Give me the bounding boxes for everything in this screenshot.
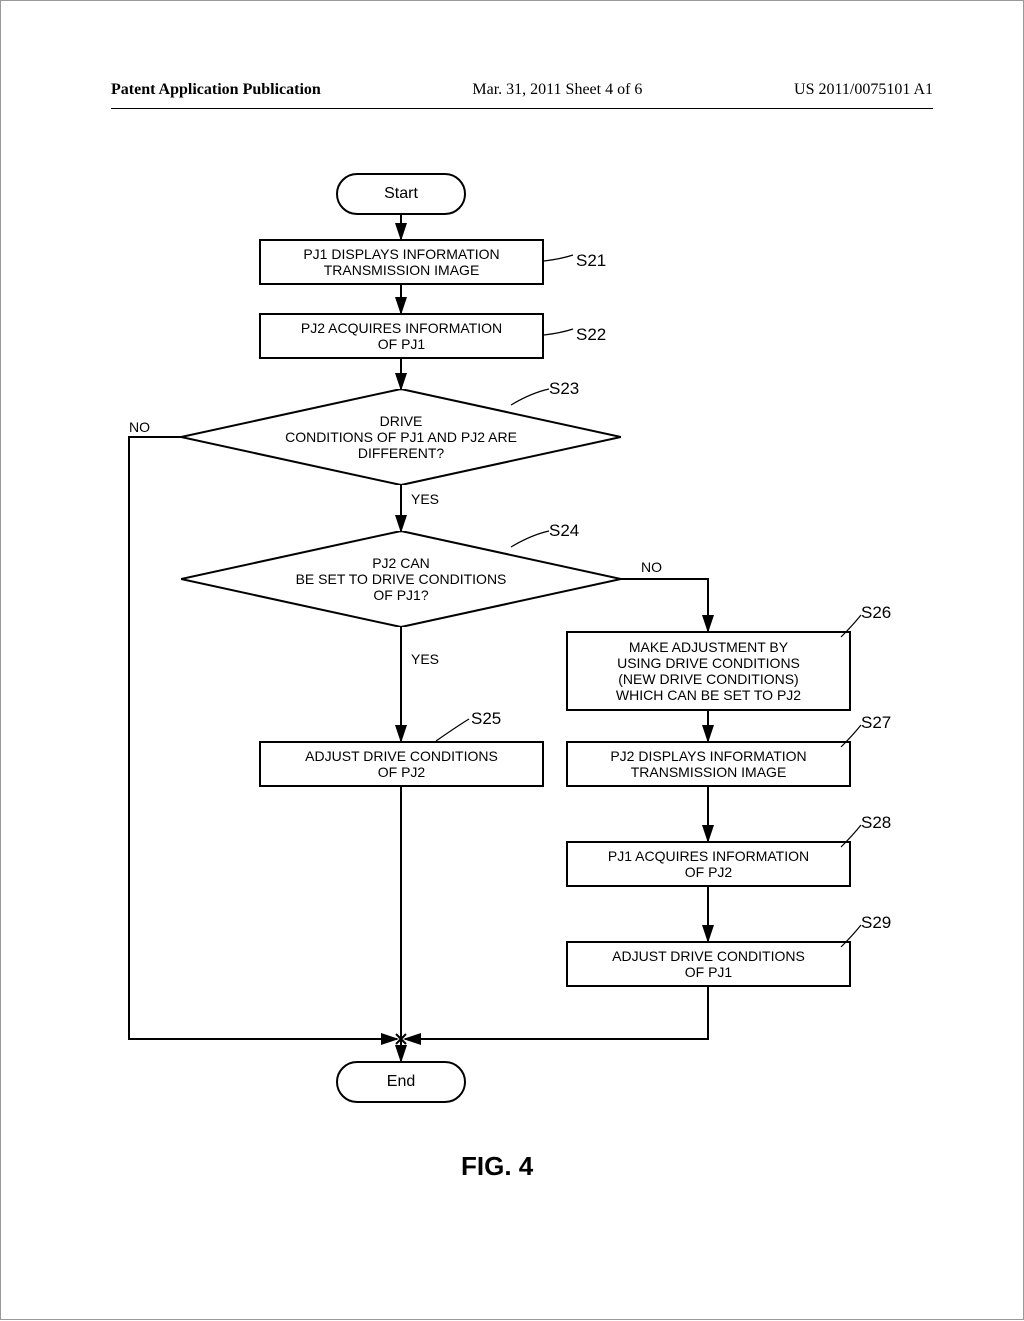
- label-s28: S28: [861, 813, 891, 833]
- label-s21: S21: [576, 251, 606, 271]
- diamond-s23: [181, 389, 621, 485]
- edge-s23-no: NO: [129, 419, 150, 435]
- label-s27: S27: [861, 713, 891, 733]
- node-s23: DRIVE CONDITIONS OF PJ1 AND PJ2 ARE DIFF…: [181, 389, 621, 485]
- node-end: End: [336, 1061, 466, 1103]
- node-s26: MAKE ADJUSTMENT BY USING DRIVE CONDITION…: [566, 631, 851, 711]
- label-s29: S29: [861, 913, 891, 933]
- label-s24: S24: [549, 521, 579, 541]
- node-s22: PJ2 ACQUIRES INFORMATION OF PJ1: [259, 313, 544, 359]
- s27-text: PJ2 DISPLAYS INFORMATION TRANSMISSION IM…: [610, 748, 806, 780]
- label-s22: S22: [576, 325, 606, 345]
- flow-lines: [1, 1, 1024, 1321]
- page-frame: Patent Application Publication Mar. 31, …: [0, 0, 1024, 1320]
- header-right: US 2011/0075101 A1: [794, 81, 933, 108]
- edge-s24-yes: YES: [411, 651, 439, 667]
- node-s24: PJ2 CAN BE SET TO DRIVE CONDITIONS OF PJ…: [181, 531, 621, 627]
- header-left: Patent Application Publication: [111, 81, 321, 108]
- s25-text: ADJUST DRIVE CONDITIONS OF PJ2: [305, 748, 498, 780]
- s22-text: PJ2 ACQUIRES INFORMATION OF PJ1: [301, 320, 502, 352]
- s21-text: PJ1 DISPLAYS INFORMATION TRANSMISSION IM…: [303, 246, 499, 278]
- node-start: Start: [336, 173, 466, 215]
- node-s21: PJ1 DISPLAYS INFORMATION TRANSMISSION IM…: [259, 239, 544, 285]
- diamond-s24: [181, 531, 621, 627]
- label-s26: S26: [861, 603, 891, 623]
- end-label: End: [387, 1073, 415, 1091]
- node-s25: ADJUST DRIVE CONDITIONS OF PJ2: [259, 741, 544, 787]
- node-s27: PJ2 DISPLAYS INFORMATION TRANSMISSION IM…: [566, 741, 851, 787]
- label-s25: S25: [471, 709, 501, 729]
- s29-text: ADJUST DRIVE CONDITIONS OF PJ1: [612, 948, 805, 980]
- s26-text: MAKE ADJUSTMENT BY USING DRIVE CONDITION…: [616, 639, 801, 703]
- start-label: Start: [384, 185, 418, 203]
- edge-s23-yes: YES: [411, 491, 439, 507]
- label-s23: S23: [549, 379, 579, 399]
- figure-caption: FIG. 4: [461, 1151, 533, 1182]
- edge-s24-no: NO: [641, 559, 662, 575]
- s28-text: PJ1 ACQUIRES INFORMATION OF PJ2: [608, 848, 809, 880]
- node-s28: PJ1 ACQUIRES INFORMATION OF PJ2: [566, 841, 851, 887]
- page-header: Patent Application Publication Mar. 31, …: [111, 81, 933, 109]
- header-mid: Mar. 31, 2011 Sheet 4 of 6: [472, 81, 642, 108]
- node-s29: ADJUST DRIVE CONDITIONS OF PJ1: [566, 941, 851, 987]
